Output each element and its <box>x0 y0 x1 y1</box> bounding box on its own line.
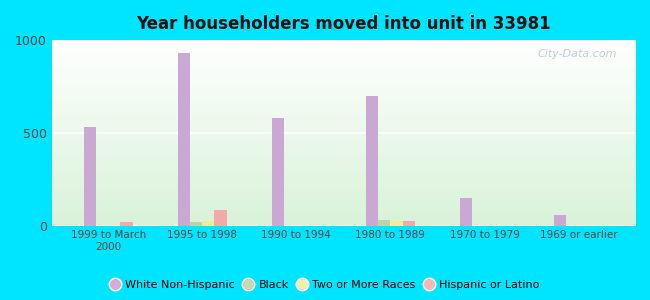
Bar <box>391 221 402 226</box>
Bar <box>272 118 284 226</box>
Bar <box>554 215 566 226</box>
Text: City-Data.com: City-Data.com <box>538 50 617 59</box>
Bar <box>190 222 202 226</box>
Bar <box>202 221 215 226</box>
Legend: White Non-Hispanic, Black, Two or More Races, Hispanic or Latino: White Non-Hispanic, Black, Two or More R… <box>107 275 543 294</box>
Bar <box>460 198 473 226</box>
Title: Year householders moved into unit in 33981: Year householders moved into unit in 339… <box>136 15 551 33</box>
Bar <box>214 210 227 226</box>
Bar <box>120 222 133 226</box>
Bar <box>378 220 391 226</box>
Bar <box>366 96 378 226</box>
Bar <box>84 127 96 226</box>
Bar <box>402 221 415 226</box>
Bar <box>178 53 190 226</box>
